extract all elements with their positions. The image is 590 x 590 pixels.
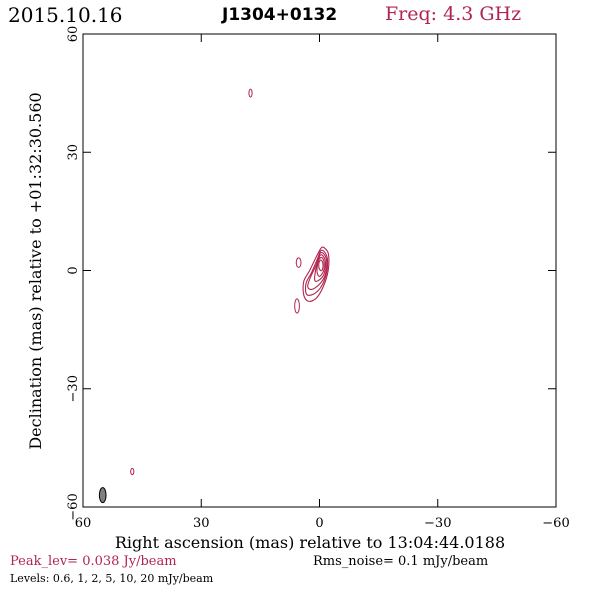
y-tick-label: 60 [66,26,81,43]
axis-ticks [82,33,557,508]
plot-frame [82,33,557,508]
core-contour [316,256,325,277]
contour-component [130,467,135,476]
core-contour [314,254,327,282]
core-contour [302,246,330,302]
source-name: J1304+0132 [222,5,338,25]
observation-date: 2015.10.16 [8,3,123,27]
contour-component [294,298,300,314]
y-tick-label: 30 [66,144,81,161]
x-tick-label: 30 [193,516,210,531]
core-contour [307,251,328,291]
frequency-label: Freq: 4.3 GHz [385,3,522,25]
y-tick-label: −60 [66,493,81,520]
tick-labels: 60 30 0 −30 −60 −60 −30 0 30 60 [66,26,570,531]
contour-levels: Levels: 0.6, 1, 2, 5, 10, 20 mJy/beam [10,572,214,585]
beam-ellipse [98,487,107,504]
x-tick-label: −60 [542,516,569,531]
contour-component [295,257,302,268]
contour-component [248,88,253,98]
rms-noise: Rms_noise= 0.1 mJy/beam [313,554,489,569]
contour-layer [98,88,330,504]
x-tick-label: 0 [315,516,323,531]
peak-level: Peak_lev= 0.038 Jy/beam [10,554,177,569]
x-tick-label: 60 [75,516,92,531]
x-tick-label: −30 [424,516,451,531]
x-axis-label: Right ascension (mas) relative to 13:04:… [115,533,505,552]
y-tick-label: −30 [66,375,81,402]
y-tick-label: 0 [66,266,81,274]
y-axis-label: Declination (mas) relative to +01:32:30.… [26,92,45,449]
core-contour [318,259,324,272]
